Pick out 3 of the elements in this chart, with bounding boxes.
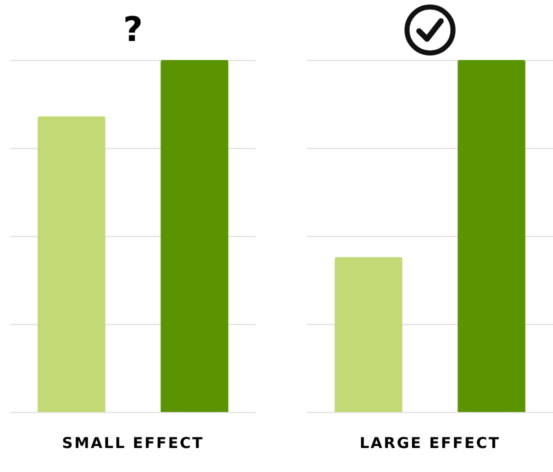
x-axis-title: SMALL EFFECT (61, 434, 205, 452)
chart-title: ? (122, 9, 144, 52)
x-axis-title: LARGE EFFECT (358, 434, 502, 452)
